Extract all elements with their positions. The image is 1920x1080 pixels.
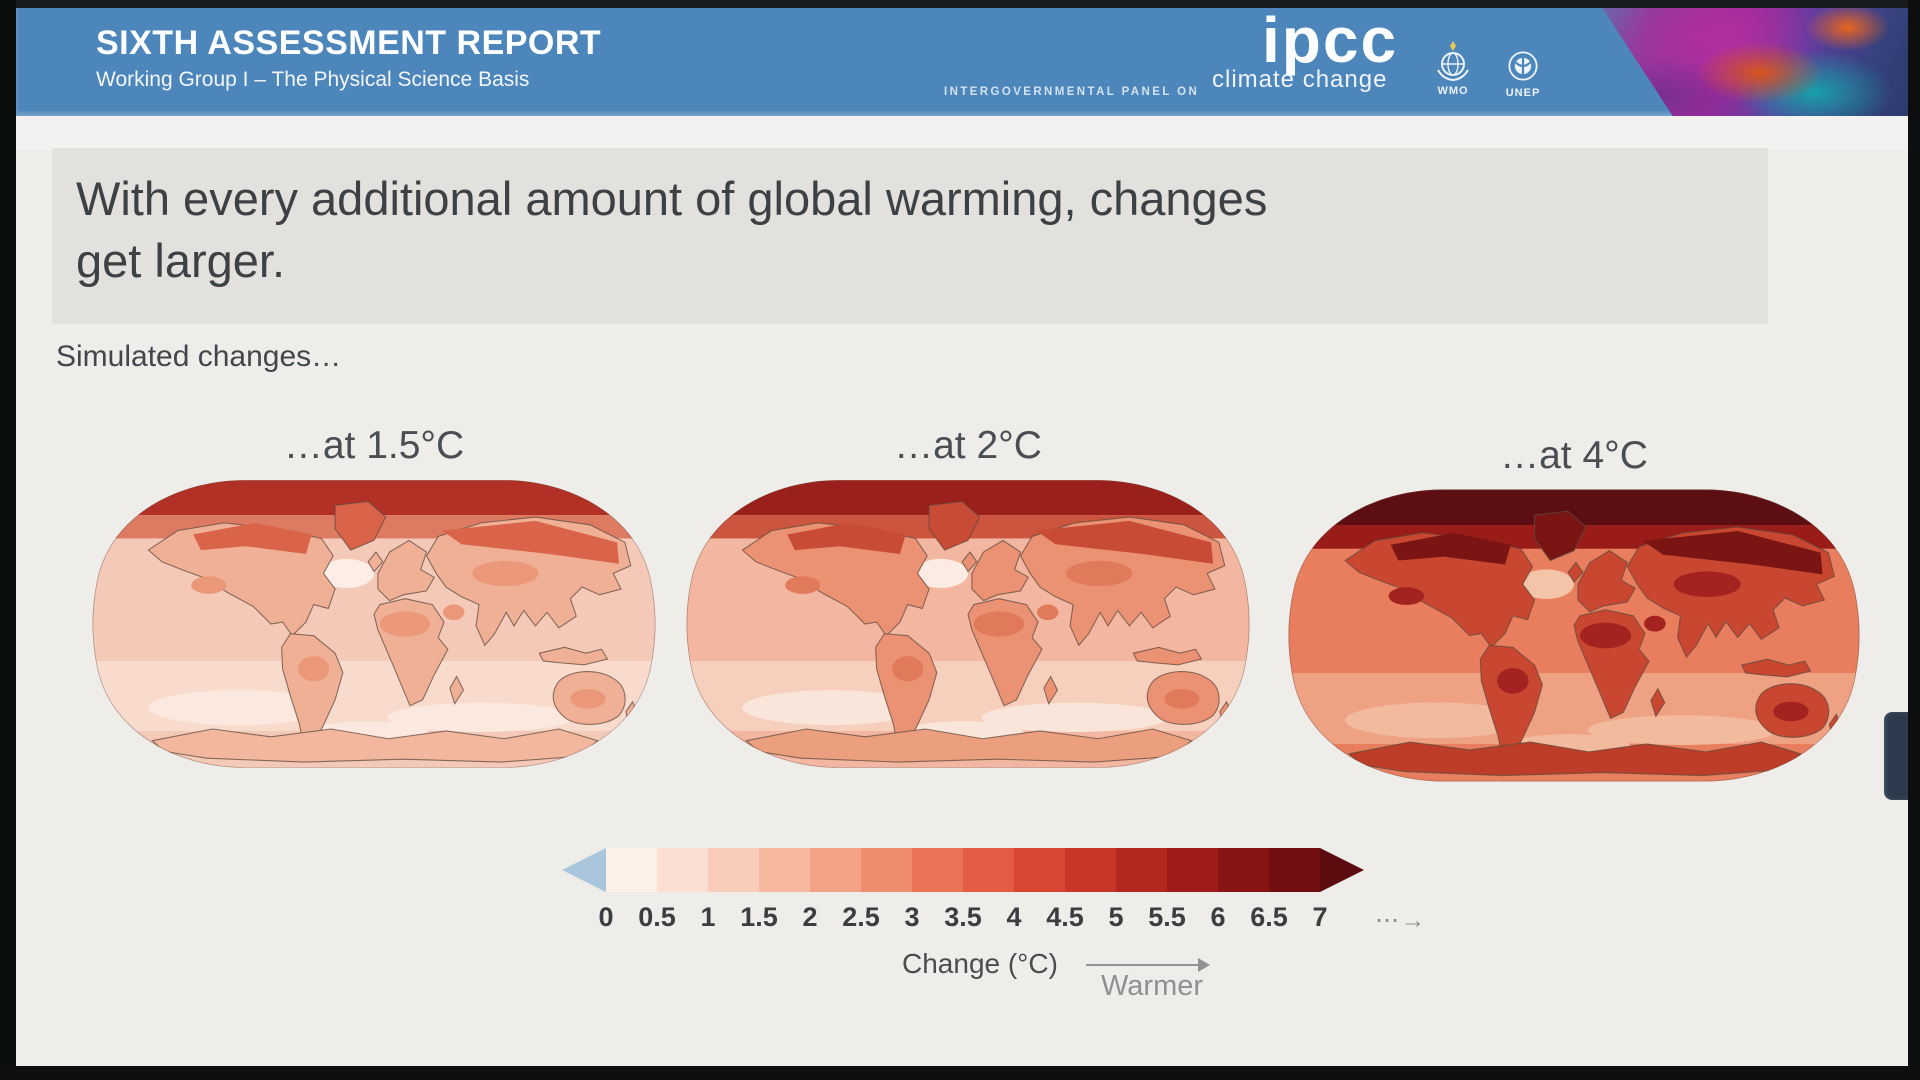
colorbar-segment [963, 848, 1014, 892]
colorbar: 0 0.5 1 1.5 2 2.5 3 3.5 4 4.5 5 5.5 6 6.5 7 ⋯→ [557, 848, 1477, 1018]
world-map [1288, 489, 1860, 782]
ipcc-climate-change-text: climate change [1212, 66, 1388, 93]
wmo-globe-icon [1437, 41, 1469, 82]
colorbar-tick: 2.5 [842, 902, 880, 932]
slide-title-line1: With every additional amount of global w… [76, 172, 1268, 225]
presentation-slide: SIXTH ASSESSMENT REPORT Working Group I … [16, 8, 1910, 1066]
colorbar-tick: 4.5 [1046, 902, 1084, 932]
colorbar-segment [1065, 848, 1116, 892]
map-label: …at 2°C [894, 424, 1042, 467]
wmo-label: WMO [1437, 85, 1469, 97]
colorbar-tick: 3.5 [944, 902, 982, 932]
colorbar-segment [606, 848, 657, 892]
colorbar-segment [1269, 848, 1320, 892]
colorbar-scale [606, 848, 1320, 892]
side-panel-handle[interactable] [1884, 712, 1910, 800]
working-group-subtitle: Working Group I – The Physical Science B… [96, 68, 530, 91]
frame-border-top [0, 0, 1920, 8]
colorbar-segment [810, 848, 861, 892]
warmer-direction: Warmer [1082, 956, 1222, 1003]
colorbar-tick: 0.5 [638, 902, 676, 932]
warming-map-4c: …at 4°C [1288, 432, 1860, 787]
frame-border-bottom [0, 1066, 1920, 1080]
unep-logo: UNEP [1492, 46, 1554, 99]
colorbar-tick: 5 [1108, 902, 1124, 932]
warmer-arrow-icon [1086, 958, 1210, 972]
frame-border-right [1908, 0, 1920, 1080]
colorbar-tick: 4 [1006, 902, 1022, 932]
slide-header: SIXTH ASSESSMENT REPORT Working Group I … [16, 8, 1908, 116]
colorbar-below-zero-arrow [562, 848, 606, 892]
colorbar-segment [1014, 848, 1065, 892]
colorbar-unit-label: Change (°C) [902, 948, 1058, 979]
colorbar-tick: 2 [802, 902, 818, 932]
colorbar-tick: 1.5 [740, 902, 778, 932]
colorbar-segment [1218, 848, 1269, 892]
header-separator [16, 116, 1908, 150]
colorbar-tick: 1 [700, 902, 716, 932]
report-title: SIXTH ASSESSMENT REPORT [96, 24, 602, 62]
warmer-label: Warmer [1100, 970, 1204, 1002]
warming-map-1.5c: …at 1.5°C [92, 422, 656, 774]
colorbar-ticks: 0 0.5 1 1.5 2 2.5 3 3.5 4 4.5 5 5.5 6 6.5 7 [557, 902, 1477, 936]
world-map [686, 480, 1250, 768]
colorbar-segment [861, 848, 912, 892]
colorbar-segment [912, 848, 963, 892]
unep-label: UNEP [1505, 87, 1541, 99]
slide-title-line2: get larger. [76, 234, 286, 288]
colorbar-tick: 0 [598, 902, 614, 932]
simulated-changes-label: Simulated changes… [56, 340, 342, 373]
colorbar-tick: 6.5 [1250, 902, 1288, 932]
unep-globe-icon [1508, 51, 1538, 81]
map-label: …at 1.5°C [283, 424, 465, 467]
colorbar-tick: 3 [904, 902, 920, 932]
warming-map-2c: …at 2°C [686, 422, 1250, 774]
ipcc-panel-text: INTERGOVERNMENTAL PANEL ON [944, 86, 1200, 98]
colorbar-tick: 7 [1312, 902, 1328, 932]
colorbar-tick: 5.5 [1148, 902, 1186, 932]
colorbar-tick: 6 [1210, 902, 1226, 932]
colorbar-segment [1116, 848, 1167, 892]
frame-border-left [0, 0, 16, 1080]
colorbar-overflow-symbol: ⋯→ [1375, 907, 1427, 934]
wmo-logo: WMO [1420, 40, 1486, 97]
ipcc-logo: ipcc [1262, 4, 1399, 76]
colorbar-segment [657, 848, 708, 892]
world-map [92, 480, 656, 768]
colorbar-segment [1167, 848, 1218, 892]
slide-title-box: With every additional amount of global w… [52, 148, 1768, 324]
header-satellite-art [1602, 8, 1908, 116]
map-label: …at 4°C [1500, 434, 1648, 477]
colorbar-segment [759, 848, 810, 892]
slide-title: With every additional amount of global w… [76, 168, 1267, 292]
colorbar-above-max-arrow [1320, 848, 1364, 892]
colorbar-segment [708, 848, 759, 892]
